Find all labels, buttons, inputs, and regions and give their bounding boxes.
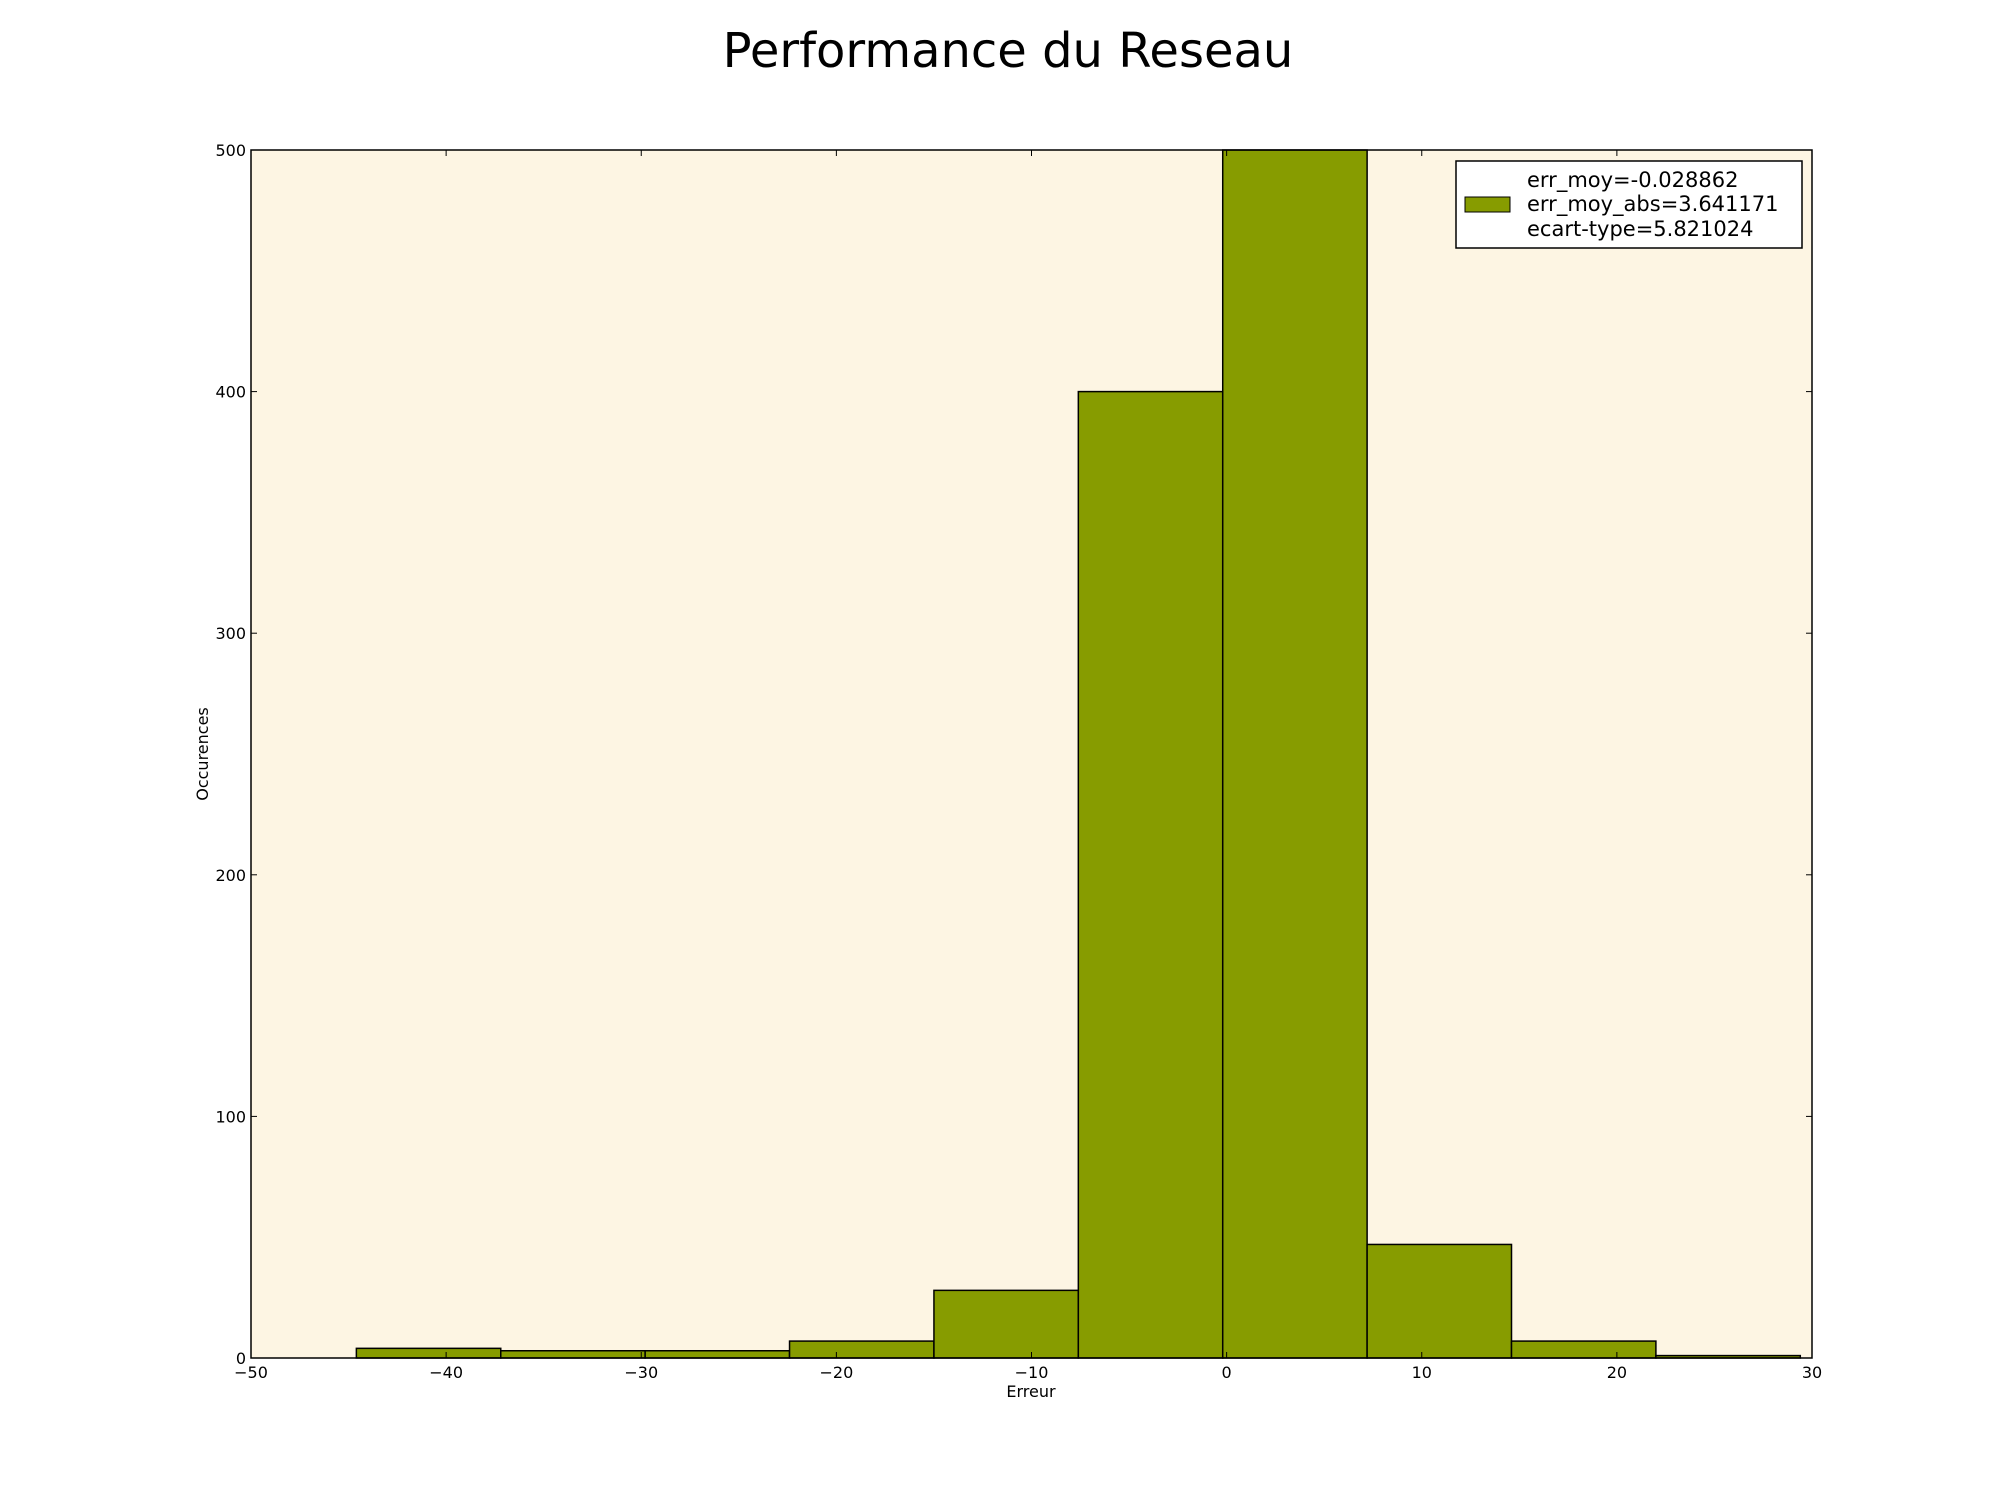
- histogram-bar-7: [1366, 1243, 1513, 1359]
- legend: err_moy=-0.028862 err_moy_abs=3.641171 e…: [1455, 160, 1803, 249]
- legend-entry-err-moy: err_moy=-0.028862: [1527, 168, 1738, 193]
- histogram-bar-2: [644, 1350, 791, 1359]
- y-axis-label: Occurences: [193, 707, 212, 801]
- x-tick-label: −30: [624, 1363, 658, 1382]
- plot-area: [251, 150, 1812, 1358]
- x-tick-label: −10: [1015, 1363, 1049, 1382]
- x-tick-label: 20: [1607, 1363, 1627, 1382]
- legend-entry-err-moy-abs: err_moy_abs=3.641171: [1527, 192, 1779, 217]
- histogram-bar-8: [1510, 1340, 1657, 1359]
- histogram-bar-5: [1077, 390, 1224, 1359]
- y-tick-label: 200: [215, 866, 246, 885]
- y-tick-label: 0: [236, 1349, 246, 1368]
- x-tick-label: 0: [1222, 1363, 1232, 1382]
- y-tick-label: 500: [215, 141, 246, 160]
- x-tick-label: −20: [819, 1363, 853, 1382]
- histogram-bar-4: [933, 1289, 1080, 1359]
- histogram-bar-6: [1221, 149, 1368, 1359]
- legend-box: [1455, 160, 1803, 249]
- x-tick-label: 10: [1412, 1363, 1432, 1382]
- bars-group: [355, 149, 1802, 1359]
- legend-entry-ecart-type: ecart-type=5.821024: [1527, 217, 1754, 241]
- y-tick-label: 100: [215, 1107, 246, 1126]
- x-tick-label: 30: [1802, 1363, 1822, 1382]
- plot-frame: [250, 149, 1813, 1359]
- x-tick-label: −40: [429, 1363, 463, 1382]
- chart-title: Performance du Reseau: [723, 23, 1294, 79]
- histogram-bar-3: [788, 1340, 935, 1359]
- legend-swatch: [1464, 196, 1511, 213]
- y-tick-label: 400: [215, 383, 246, 402]
- x-tick-label: −50: [234, 1363, 268, 1382]
- histogram-bar-0: [355, 1347, 502, 1359]
- y-tick-label: 300: [215, 624, 246, 643]
- histogram-bar-1: [500, 1350, 646, 1359]
- x-axis-label: Erreur: [1006, 1382, 1056, 1401]
